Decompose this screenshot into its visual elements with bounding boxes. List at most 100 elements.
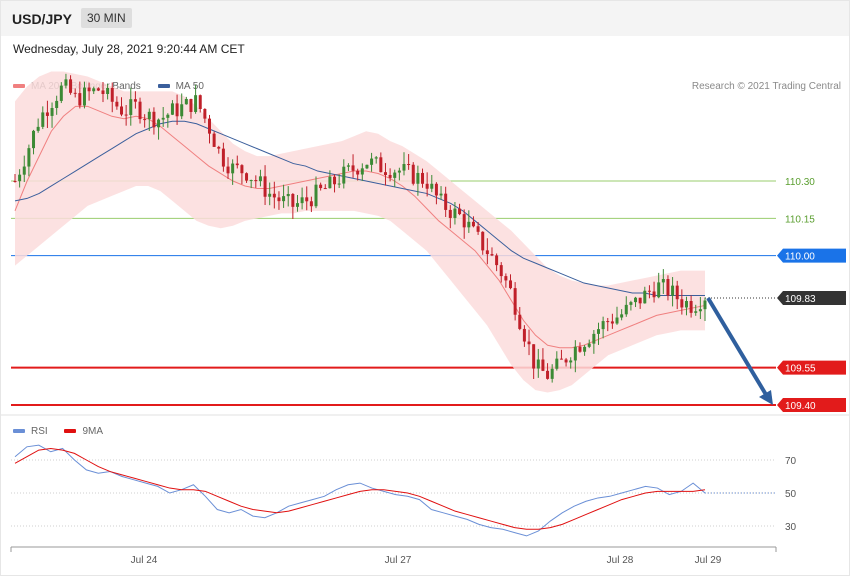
candle-body <box>217 146 221 149</box>
candle-body <box>499 265 503 277</box>
candle-body <box>703 300 707 310</box>
ma50-swatch <box>157 84 170 89</box>
candle-body <box>527 341 531 345</box>
candle-body <box>138 101 142 120</box>
candle-body <box>170 103 174 115</box>
candle-body <box>513 288 517 315</box>
candle-body <box>263 176 267 197</box>
candle-body <box>147 111 151 120</box>
x-tick-label: Jul 27 <box>385 555 412 566</box>
candle-body <box>152 111 156 128</box>
candle-body <box>346 165 350 167</box>
candle-body <box>536 359 540 369</box>
candle-body <box>115 101 119 107</box>
candle-body <box>379 157 383 173</box>
level-label-110.15: 110.15 <box>785 214 815 225</box>
candle-body <box>198 95 202 109</box>
rsi-tick-50: 50 <box>785 489 797 500</box>
candle-body <box>476 226 480 232</box>
candle-body <box>448 209 452 218</box>
rsi-swatch <box>13 429 25 434</box>
candle-body <box>356 170 360 175</box>
candle-body <box>106 87 110 94</box>
candle-body <box>615 317 619 324</box>
candle-body <box>319 184 323 189</box>
candle-body <box>689 301 693 313</box>
candle-body <box>323 188 327 190</box>
candle-body <box>203 108 207 119</box>
candle-body <box>194 95 198 112</box>
candle-body <box>583 346 587 352</box>
candle-body <box>643 290 647 304</box>
candle-body <box>351 165 355 171</box>
candle-body <box>254 180 258 182</box>
candle-body <box>249 180 253 182</box>
legend-ma9: 9MA <box>64 426 103 437</box>
candle-body <box>13 181 17 182</box>
candle-body <box>694 311 698 313</box>
ma20-swatch <box>13 84 25 89</box>
candle-body <box>490 254 494 256</box>
candle-body <box>82 87 86 106</box>
candle-body <box>546 370 550 379</box>
candle-body <box>36 126 40 131</box>
candle-body <box>32 130 36 149</box>
candle-body <box>101 90 105 94</box>
level-label-110.30: 110.30 <box>785 177 815 188</box>
candle-body <box>64 79 68 86</box>
candle-body <box>624 304 628 315</box>
candle-body <box>328 176 332 189</box>
candle-body <box>638 297 642 304</box>
candle-body <box>416 172 420 184</box>
level-tag-109.83 <box>777 290 846 305</box>
candle-body <box>27 148 31 167</box>
candle-body <box>96 88 100 91</box>
candle-body <box>212 133 216 147</box>
rsi-line <box>14 444 706 537</box>
candle-body <box>314 184 318 207</box>
level-label-110.00: 110.00 <box>785 252 815 263</box>
candle-body <box>240 165 244 174</box>
candle-body <box>698 309 702 312</box>
candle-body <box>555 358 559 369</box>
candle-body <box>509 280 513 289</box>
candle-body <box>110 87 114 102</box>
candle-body <box>189 98 193 112</box>
candle-body <box>277 197 281 202</box>
candle-body <box>421 172 425 184</box>
candle-body <box>578 346 582 352</box>
forecast-arrow-shaft <box>706 296 770 400</box>
candle-body <box>573 346 577 361</box>
candle-body <box>124 114 128 116</box>
candle-body <box>207 118 211 134</box>
candle-body <box>411 164 415 184</box>
candle-body <box>402 164 406 171</box>
candle-body <box>300 197 304 204</box>
candle-body <box>606 321 610 323</box>
candle-body <box>518 314 522 329</box>
candle-body <box>342 166 346 184</box>
rsi-tick-70: 70 <box>785 456 797 467</box>
copyright-credit: Research © 2021 Trading Central <box>691 81 841 92</box>
candle-body <box>485 250 489 255</box>
candle-body <box>129 99 133 115</box>
candle-body <box>453 208 457 218</box>
candle-body <box>629 302 633 305</box>
candle-body <box>596 329 600 334</box>
timeframe-badge[interactable]: 30 MIN <box>81 8 132 28</box>
candle-body <box>337 183 341 185</box>
candle-body <box>133 99 137 102</box>
timestamp: Wednesday, July 28, 2021 9:20:44 AM CET <box>13 42 245 56</box>
x-tick-label: Jul 28 <box>607 555 634 566</box>
level-label-109.40: 109.40 <box>785 401 816 412</box>
candle-body <box>92 88 96 92</box>
candle-body <box>652 291 656 298</box>
rsi-ma9-line <box>14 447 706 530</box>
candle-body <box>184 98 188 105</box>
candle-body <box>425 183 429 189</box>
candle-body <box>620 314 624 318</box>
level-tag-110.00 <box>777 248 846 263</box>
rsi-legend-label: RSI <box>31 426 48 437</box>
candle-body <box>393 172 397 178</box>
